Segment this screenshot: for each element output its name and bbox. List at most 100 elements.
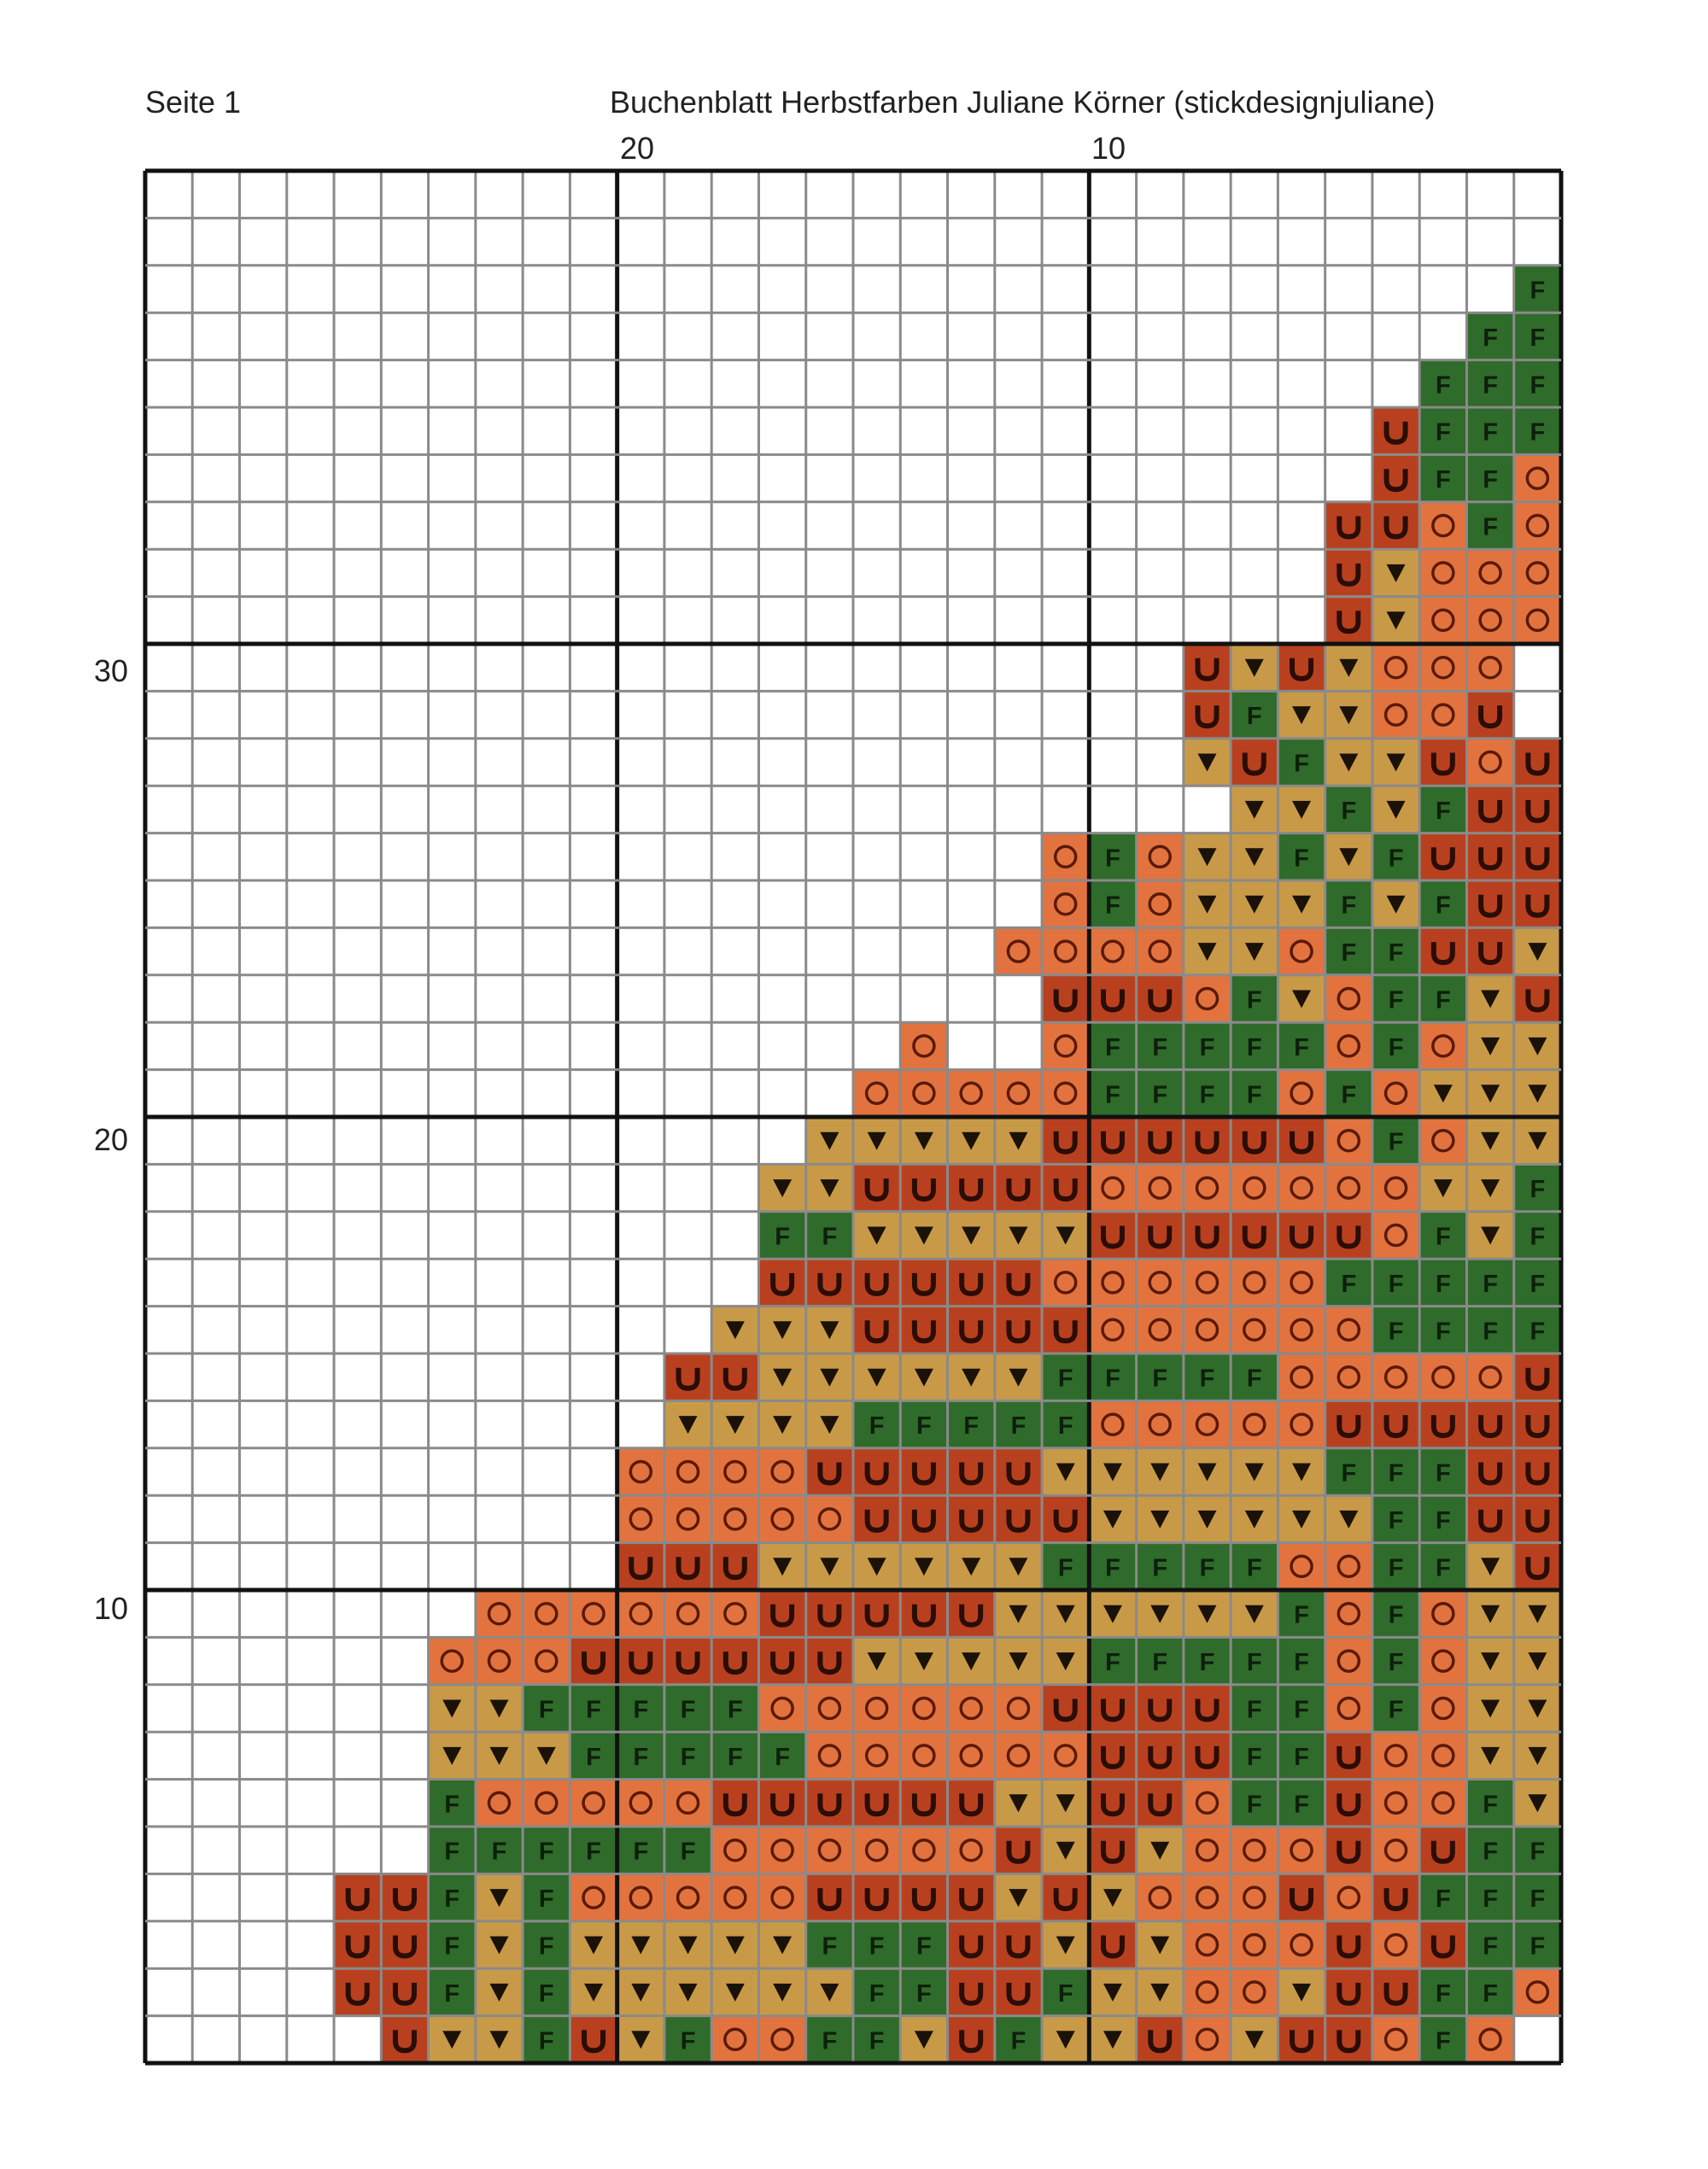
stitch-cell [947,1495,995,1543]
stitch-cell [334,1874,382,1921]
svg-text:F: F [1483,1318,1498,1345]
stitch-cell [1325,1306,1372,1353]
svg-text:F: F [1294,1791,1309,1818]
stitch-cell [570,1590,617,1638]
stitch-cell [1042,2015,1090,2063]
svg-text:F: F [1436,466,1451,494]
stitch-cell [475,1968,524,2016]
stitch-cell [1231,644,1278,692]
stitch-cell [570,2015,617,2063]
stitch-cell [1513,1732,1561,1780]
svg-text:F: F [1341,798,1356,825]
svg-text:F: F [1294,845,1309,872]
stitch-cell: F [428,1779,476,1827]
svg-text:F: F [1530,1933,1546,1961]
stitch-cell [900,1542,948,1590]
stitch-cell [381,2015,429,2063]
stitch-cell [1513,1495,1561,1543]
stitch-cell: F [1231,1069,1278,1117]
stitch-cell [1089,1400,1137,1448]
stitch-cell [1419,833,1467,880]
stitch-cell [805,1590,853,1638]
stitch-cell [664,1447,712,1496]
stitch-cell [1231,1590,1278,1638]
stitch-cell [1513,1117,1561,1165]
stitch-cell [381,1921,429,1969]
stitch-cell [1325,1542,1372,1590]
stitch-cell [853,1684,901,1733]
stitch-cell [428,1684,476,1733]
stitch-cell [900,1069,948,1117]
stitch-cell [1278,1164,1325,1212]
svg-text:F: F [492,1839,507,1866]
stitch-cell [900,1590,948,1638]
stitch-cell [1231,833,1278,880]
stitch-cell [758,1542,806,1590]
stitch-cell [805,1637,853,1685]
stitch-cell [1419,596,1467,644]
svg-text:F: F [728,1697,743,1724]
stitch-cell: F [1466,407,1514,455]
stitch-cell [758,1353,806,1401]
stitch-cell [1136,2015,1184,2063]
stitch-cell [664,1590,712,1638]
stitch-cell [1278,1827,1325,1874]
stitch-cell [947,1590,995,1638]
stitch-cell [853,1069,901,1117]
stitch-cell [1466,738,1514,786]
stitch-cell [1466,1211,1514,1260]
svg-text:F: F [822,1933,838,1961]
stitch-cell [1278,1542,1325,1590]
stitch-cell [1136,1211,1184,1260]
svg-text:F: F [1389,845,1404,872]
stitch-cell [1466,1542,1514,1590]
stitch-cell: F [664,1827,712,1874]
stitch-cell: F [1466,1968,1514,2016]
stitch-cell [853,1211,901,1260]
stitch-cell [1089,1447,1137,1496]
stitch-cell [994,1874,1043,1921]
stitch-cell: F [1089,833,1137,880]
stitch-cell [1419,1590,1467,1638]
svg-text:F: F [444,1933,459,1961]
svg-text:F: F [1530,1176,1546,1203]
stitch-cell [664,1874,712,1921]
svg-text:F: F [1483,1271,1498,1298]
stitch-cell [1183,691,1231,739]
stitch-cell: F [664,1732,712,1780]
stitch-cell [1042,1684,1090,1733]
stitch-cell [1231,1306,1278,1353]
stitch-cell [1183,1306,1231,1353]
stitch-cell [1466,1022,1514,1070]
stitch-cell [1278,1874,1325,1921]
stitch-cell: F [1278,1590,1325,1638]
stitch-cell [947,1732,995,1780]
stitch-cell [994,1732,1043,1780]
stitch-cell: F [1372,1022,1420,1070]
svg-text:F: F [1483,1885,1498,1913]
svg-text:F: F [1200,1034,1215,1061]
stitch-cell [1231,1211,1278,1260]
stitch-cell: F [523,1874,570,1921]
svg-text:F: F [1341,1271,1356,1298]
stitch-cell [1136,974,1184,1023]
stitch-cell [900,2015,948,2063]
stitch-cell [1325,1400,1372,1448]
stitch-cell: F [1136,1069,1184,1117]
stitch-cell: F [1372,1590,1420,1638]
svg-text:F: F [1389,1271,1404,1298]
stitch-cell [994,1684,1043,1733]
svg-text:F: F [1294,1034,1309,1061]
stitch-cell: F [475,1827,524,1874]
stitch-cell [1183,833,1231,880]
stitch-cell: F [1325,786,1372,833]
stitch-cell: F [1231,691,1278,739]
stitch-cell [1231,1921,1278,1969]
stitch-cell [1183,1968,1231,2016]
stitch-cell [1278,1069,1325,1117]
svg-text:F: F [916,1980,932,2008]
stitch-cell [947,1637,995,1685]
stitch-cell [1325,833,1372,880]
stitch-cell [1136,1306,1184,1353]
stitch-cell: F [1325,880,1372,928]
